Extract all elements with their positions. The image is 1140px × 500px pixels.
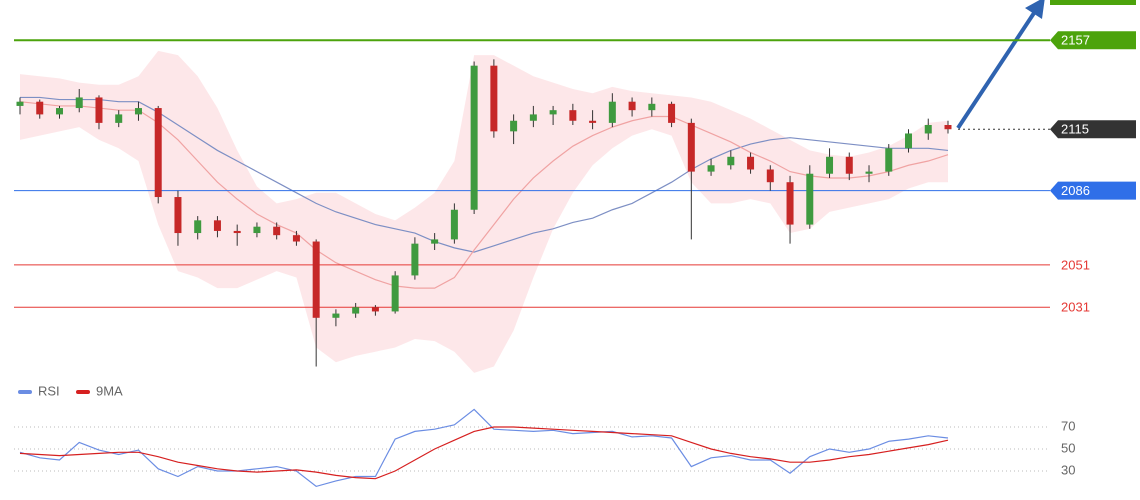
candle-body (371, 307, 379, 312)
candle-body (826, 156, 834, 174)
candle-body (924, 125, 932, 134)
candle-body (806, 173, 814, 225)
candle-body (944, 125, 952, 130)
legend-swatch (76, 390, 90, 394)
candle-body (253, 226, 261, 234)
candle-body (510, 120, 518, 132)
offscreen-level-box (1050, 0, 1136, 5)
candle-body (194, 220, 202, 234)
candle-body (36, 101, 44, 115)
level-label: 2157 (1061, 33, 1090, 48)
candle-body (727, 156, 735, 166)
candle-body (648, 103, 656, 111)
candle-body (75, 97, 83, 109)
level-label-box (1050, 120, 1136, 139)
candle-body (391, 275, 399, 312)
moving-average (19, 101, 949, 289)
candle-body (786, 182, 794, 225)
candle-body (549, 110, 557, 115)
series-line (19, 408, 949, 488)
candle-body (292, 235, 300, 242)
forecast-arrow-head (1025, 0, 1045, 19)
level-label: 2051 (1061, 257, 1090, 272)
forecast-arrow (956, 8, 1038, 130)
candle-body (55, 108, 63, 115)
level-label-box (1050, 181, 1136, 200)
candle-body (747, 156, 755, 170)
candle-body (668, 103, 676, 123)
candle-body (687, 122, 695, 172)
candle-body (233, 230, 241, 234)
candle-body (845, 156, 853, 174)
candle-body (707, 165, 715, 172)
candle-body (885, 148, 893, 172)
y-tick-label: 50 (1061, 440, 1075, 455)
candle-body (569, 110, 577, 121)
level-label: 2086 (1061, 183, 1090, 198)
candle-body (766, 169, 774, 183)
bollinger-band (20, 50, 948, 373)
candle-body (905, 133, 913, 149)
legend-swatch (18, 390, 32, 394)
moving-average (20, 96, 949, 253)
candle-body (332, 313, 340, 318)
candle-body (16, 101, 24, 106)
candle-body (134, 108, 142, 115)
candle-body (608, 101, 616, 123)
candle-body (450, 209, 458, 240)
level-label: 2115 (1061, 122, 1089, 137)
candle-body (213, 220, 221, 231)
candle-body (154, 108, 162, 198)
level-label-box (1050, 31, 1136, 50)
candle-body (628, 101, 636, 111)
candle-body (352, 307, 360, 314)
candle-body (273, 226, 281, 236)
candle-body (470, 65, 478, 210)
y-tick-label: 70 (1061, 418, 1075, 433)
candle-body (589, 120, 597, 123)
overlay-layer (19, 50, 949, 373)
candle-body (312, 241, 320, 318)
candle-body (115, 114, 123, 123)
candle-body (411, 243, 419, 276)
legend-label: RSI (38, 383, 60, 398)
legend-label: 9MA (96, 383, 123, 398)
candle-body (95, 97, 103, 123)
candle-body (865, 171, 873, 174)
candle-body (529, 114, 537, 121)
series-line (19, 426, 949, 480)
candle-body (431, 239, 439, 244)
y-tick-label: 30 (1061, 462, 1075, 477)
candle-body (490, 65, 498, 132)
candle-body (174, 197, 182, 234)
level-label: 2031 (1061, 300, 1090, 315)
